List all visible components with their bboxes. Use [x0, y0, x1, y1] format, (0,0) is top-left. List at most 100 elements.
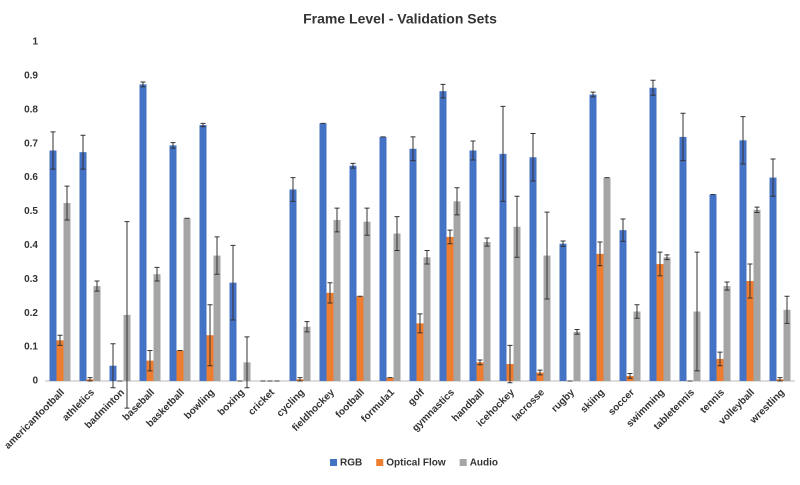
error-bar [694, 251, 700, 372]
x-tick-label: americanfootball [3, 387, 68, 452]
chart-title: Frame Level - Validation Sets [303, 11, 497, 27]
bar [356, 296, 364, 381]
error-bar [214, 236, 220, 275]
error-bar [364, 207, 370, 236]
error-bar [650, 79, 656, 96]
error-bar [454, 187, 460, 216]
bar [379, 136, 387, 381]
error-bar [394, 216, 400, 251]
bar [783, 309, 791, 381]
bar [229, 282, 237, 381]
error-bar [207, 304, 213, 367]
legend-label: Audio [470, 458, 498, 469]
error-bar [57, 334, 63, 346]
bar [483, 242, 491, 381]
bar [753, 209, 761, 381]
bar [739, 140, 747, 381]
bar [289, 189, 297, 381]
y-tick-label: 0 [32, 376, 38, 387]
bar [423, 257, 431, 381]
bar [169, 145, 177, 381]
error-bar [244, 336, 250, 389]
error-bar [80, 134, 86, 170]
error-bar [424, 249, 430, 265]
bar [446, 236, 454, 381]
bar [93, 286, 101, 381]
error-bar [290, 177, 296, 202]
error-bar [470, 140, 476, 161]
bar [499, 153, 507, 381]
error-bar [447, 229, 453, 245]
x-tick-label: tennis [698, 387, 727, 416]
bar [49, 150, 57, 381]
error-bar [560, 240, 566, 247]
error-bar [477, 359, 483, 366]
error-bar [64, 185, 70, 221]
error-bar [544, 211, 550, 300]
error-bar [334, 207, 340, 233]
error-bar [620, 218, 626, 242]
y-tick-label: 0.9 [24, 71, 38, 82]
error-bar [124, 221, 130, 409]
bar [349, 165, 357, 381]
bar [439, 91, 447, 381]
x-tick-label: lacrosse [511, 387, 548, 424]
y-tick-label: 0.6 [24, 172, 38, 183]
x-tick-label: cricket [246, 387, 277, 418]
error-bar [350, 162, 356, 169]
y-tick-label: 1 [32, 37, 38, 48]
legend-label: Optical Flow [386, 458, 446, 469]
error-bar [740, 116, 746, 165]
error-bar [140, 81, 146, 88]
error-bar [200, 122, 206, 128]
x-tick-label: formula1 [359, 387, 397, 425]
error-bar [634, 304, 640, 319]
bar [409, 148, 417, 381]
error-bar [537, 369, 543, 376]
bar [513, 226, 521, 381]
bar [656, 264, 664, 381]
error-bar [514, 195, 520, 258]
error-bar [110, 343, 116, 389]
bar [716, 358, 724, 381]
error-bar [507, 344, 513, 384]
error-bar [327, 282, 333, 304]
error-bar [530, 133, 536, 182]
legend-label: RGB [340, 458, 362, 469]
x-tick-label: golf [406, 387, 427, 408]
error-bar [154, 266, 160, 282]
bar [63, 203, 71, 381]
error-bar [777, 377, 783, 382]
bar [476, 362, 484, 381]
bar [453, 201, 461, 381]
bar [183, 218, 191, 381]
bar [603, 177, 611, 381]
bar [213, 255, 221, 381]
error-bar [297, 377, 303, 382]
bar [663, 257, 671, 381]
bar [769, 177, 777, 381]
bar [393, 233, 401, 381]
legend-swatch [459, 459, 467, 466]
y-tick-label: 0.3 [24, 274, 38, 285]
bar [333, 219, 341, 381]
error-bar [784, 295, 790, 324]
x-tick-label: rugby [550, 387, 578, 415]
error-bar [440, 83, 446, 99]
legend-swatch [376, 459, 384, 466]
bar [543, 255, 551, 381]
error-bar [747, 263, 753, 299]
error-bar [657, 251, 663, 277]
bar [56, 340, 64, 381]
bar [416, 323, 424, 381]
error-bar [574, 328, 580, 335]
error-bar [304, 321, 310, 333]
x-tick-label: bowling [182, 387, 216, 421]
bar [679, 136, 687, 381]
bar [559, 243, 567, 381]
bar [536, 372, 544, 381]
error-bar [147, 349, 153, 372]
error-bar [754, 206, 760, 214]
